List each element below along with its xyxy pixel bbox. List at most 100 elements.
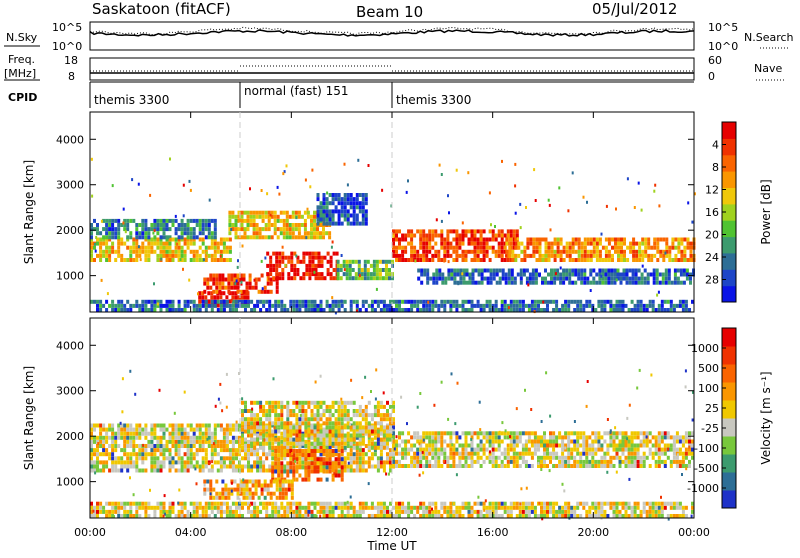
heatmap-cell bbox=[468, 229, 471, 233]
heatmap-cell bbox=[677, 269, 680, 273]
heatmap-cell bbox=[295, 438, 298, 442]
heatmap-cell bbox=[514, 277, 517, 281]
heatmap-cell bbox=[147, 246, 150, 250]
heatmap-cell bbox=[292, 502, 295, 506]
heatmap-cell bbox=[178, 448, 181, 452]
heatmap-cell bbox=[510, 440, 513, 444]
heatmap-cell bbox=[150, 460, 153, 464]
heatmap-cell bbox=[555, 300, 558, 304]
colorbar-swatch bbox=[722, 155, 736, 172]
heatmap-cell bbox=[683, 281, 686, 285]
y-tick-label: 2000 bbox=[56, 224, 84, 237]
heatmap-cell bbox=[259, 442, 262, 446]
heatmap-cell bbox=[477, 448, 480, 452]
heatmap-cell bbox=[289, 461, 292, 465]
heatmap-cell bbox=[229, 440, 232, 444]
heatmap-cell bbox=[592, 281, 595, 285]
heatmap-cell bbox=[323, 413, 326, 417]
heatmap-cell bbox=[465, 300, 468, 304]
heatmap-cell bbox=[238, 444, 241, 448]
heatmap-cell bbox=[359, 465, 362, 469]
heatmap-cell bbox=[431, 452, 434, 456]
heatmap-cell bbox=[281, 276, 284, 280]
heatmap-cell bbox=[676, 431, 679, 435]
heatmap-cell bbox=[286, 434, 289, 438]
heatmap-cell bbox=[96, 510, 99, 514]
heatmap-cell bbox=[469, 276, 471, 279]
heatmap-cell bbox=[289, 304, 292, 308]
heatmap-cell bbox=[271, 446, 274, 450]
heatmap-cell bbox=[341, 417, 344, 421]
heatmap-cell bbox=[603, 452, 606, 456]
heatmap-cell bbox=[474, 242, 477, 246]
heatmap-cell bbox=[277, 514, 280, 518]
heatmap-cell bbox=[680, 254, 683, 258]
heatmap-cell bbox=[380, 413, 383, 417]
heatmap-cell bbox=[241, 227, 244, 231]
heatmap-cell bbox=[178, 254, 181, 258]
heatmap-cell bbox=[291, 492, 294, 496]
heatmap-cell bbox=[480, 464, 483, 468]
heatmap-cell bbox=[371, 452, 374, 456]
heatmap-cell bbox=[126, 469, 129, 473]
heatmap-cell bbox=[335, 430, 338, 434]
heatmap-cell bbox=[638, 182, 640, 185]
heatmap-cell bbox=[580, 277, 583, 281]
heatmap-cell bbox=[368, 164, 370, 167]
heatmap-cell bbox=[477, 460, 480, 464]
heatmap-cell bbox=[169, 424, 172, 428]
heatmap-cell bbox=[93, 428, 96, 432]
heatmap-cell bbox=[505, 238, 508, 242]
heatmap-cell bbox=[376, 264, 379, 268]
heatmap-cell bbox=[513, 464, 516, 468]
heatmap-cell bbox=[655, 435, 658, 439]
heatmap-cell bbox=[132, 514, 135, 518]
heatmap-cell bbox=[259, 446, 262, 450]
heatmap-cell bbox=[413, 464, 416, 468]
heatmap-cell bbox=[431, 254, 434, 258]
heatmap-cell bbox=[471, 452, 474, 456]
heatmap-cell bbox=[474, 238, 477, 242]
heatmap-cell bbox=[350, 417, 353, 421]
heatmap-cell bbox=[553, 277, 556, 281]
heatmap-cell bbox=[682, 444, 685, 448]
heatmap-cell bbox=[280, 304, 283, 308]
heatmap-cell bbox=[256, 215, 259, 219]
heatmap-cell bbox=[638, 246, 641, 250]
heatmap-cell bbox=[229, 432, 232, 436]
heatmap-cell bbox=[574, 281, 577, 285]
heatmap-cell bbox=[126, 460, 129, 464]
heatmap-cell bbox=[276, 480, 279, 484]
heatmap-cell bbox=[320, 478, 323, 482]
heatmap-cell bbox=[247, 465, 250, 469]
heatmap-cell bbox=[344, 401, 347, 405]
heatmap-cell bbox=[259, 227, 262, 231]
heatmap-cell bbox=[550, 273, 553, 277]
heatmap-cell bbox=[163, 235, 166, 239]
heatmap-cell bbox=[437, 464, 440, 468]
heatmap-cell bbox=[235, 436, 238, 440]
heatmap-cell bbox=[353, 425, 356, 429]
heatmap-cell bbox=[384, 269, 386, 272]
heatmap-cell bbox=[321, 260, 324, 264]
heatmap-cell bbox=[153, 219, 156, 223]
heatmap-cell bbox=[571, 281, 574, 285]
heatmap-cell bbox=[573, 431, 576, 435]
heatmap-cell bbox=[480, 242, 483, 246]
heatmap-cell bbox=[268, 227, 271, 231]
heatmap-cell bbox=[214, 502, 217, 506]
heatmap-cell bbox=[546, 456, 549, 460]
heatmap-cell bbox=[359, 442, 362, 446]
colorbar-tick-label: 20 bbox=[705, 229, 719, 242]
heatmap-cell bbox=[211, 506, 214, 510]
heatmap-cell bbox=[573, 308, 576, 312]
heatmap-cell bbox=[395, 238, 398, 242]
heatmap-cell bbox=[480, 431, 483, 435]
heatmap-cell bbox=[355, 272, 358, 276]
heatmap-cell bbox=[495, 300, 498, 304]
heatmap-cell bbox=[641, 258, 644, 262]
heatmap-cell bbox=[108, 436, 111, 440]
heatmap-cell bbox=[132, 238, 135, 242]
heatmap-cell bbox=[126, 424, 129, 428]
heatmap-cell bbox=[522, 308, 525, 312]
